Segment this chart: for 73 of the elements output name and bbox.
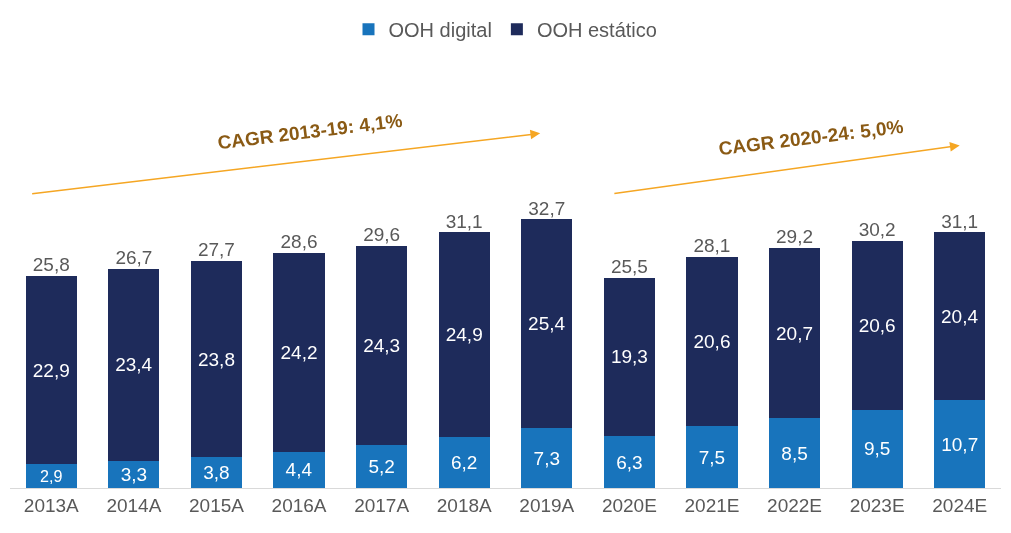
x-tick-label: 2017A — [354, 494, 410, 516]
total-label: 29,6 — [363, 223, 401, 245]
bar — [438, 232, 490, 438]
total-label: 29,2 — [776, 226, 814, 248]
data-label: 24,3 — [363, 334, 401, 356]
legend-label: OOH estático — [536, 19, 657, 42]
data-label: 3,3 — [120, 463, 148, 485]
data-label: 2,9 — [40, 466, 63, 485]
data-label: 7,5 — [698, 446, 726, 468]
data-label: 20,6 — [693, 331, 731, 353]
x-tick-label: 2015A — [188, 494, 245, 516]
data-label: 5,2 — [368, 456, 395, 478]
bar — [686, 257, 738, 427]
data-label: 4,4 — [285, 459, 313, 481]
data-label: 20,4 — [941, 305, 979, 327]
bar — [273, 253, 325, 452]
bar — [521, 428, 573, 488]
x-tick-label: 2019A — [519, 494, 575, 516]
data-label: 23,8 — [197, 348, 235, 370]
bar — [108, 268, 160, 461]
bar — [438, 437, 490, 488]
total-label: 28,6 — [280, 231, 318, 253]
data-label: 3,8 — [203, 461, 230, 483]
bar — [934, 232, 986, 401]
data-label: 24,2 — [280, 341, 318, 363]
data-label: 6,3 — [616, 451, 643, 473]
text: CAGR 2020-24: 5,0% — [717, 115, 905, 160]
x-tick-label: 2014A — [106, 494, 162, 516]
x-tick-label: 2021E — [684, 494, 740, 516]
data-label: 8,5 — [781, 442, 808, 464]
total-label: 25,8 — [32, 254, 70, 276]
bar — [356, 245, 408, 446]
total-label: 28,1 — [693, 235, 731, 257]
bar — [934, 400, 986, 488]
data-label: 19,3 — [610, 346, 648, 368]
bar — [768, 418, 821, 488]
bar — [768, 248, 821, 419]
data-label: 22,9 — [32, 359, 70, 381]
x-tick-label: 2016A — [271, 494, 327, 516]
total-label: 26,7 — [115, 246, 153, 268]
data-label: 25,4 — [528, 313, 566, 335]
bar — [603, 277, 655, 437]
total-label: 25,5 — [610, 255, 648, 277]
x-tick-label: 2020E — [601, 494, 657, 516]
bar — [190, 261, 243, 457]
data-label: 7,3 — [533, 447, 560, 469]
bar — [851, 240, 903, 410]
data-label: 20,6 — [858, 314, 896, 336]
data-label: 6,2 — [451, 452, 478, 474]
data-label: 10,7 — [941, 433, 979, 455]
total-label: 31,1 — [445, 210, 483, 232]
bar — [851, 409, 903, 488]
data-label: 24,9 — [445, 324, 483, 346]
bar — [686, 426, 738, 488]
x-tick-label: 2013A — [23, 494, 80, 516]
x-tick-label: 2018A — [436, 494, 492, 516]
data-label: 20,7 — [776, 322, 814, 344]
total-label: 31,1 — [941, 210, 979, 232]
data-label: 23,4 — [115, 354, 153, 376]
text: CAGR 2013-19: 4,1% — [216, 109, 404, 154]
bar — [521, 219, 573, 429]
bar — [25, 276, 77, 465]
total-label: 27,7 — [197, 239, 235, 261]
total-label: 30,2 — [858, 218, 896, 240]
bar — [356, 445, 408, 488]
total-label: 32,7 — [528, 197, 566, 219]
data-label: 9,5 — [863, 438, 891, 460]
x-tick-label: 2022E — [767, 494, 823, 516]
x-tick-label: 2023E — [849, 494, 905, 516]
x-tick-label: 2024E — [932, 494, 988, 516]
bar — [603, 436, 655, 488]
bar — [273, 451, 325, 488]
legend-label: OOH digital — [388, 19, 492, 42]
